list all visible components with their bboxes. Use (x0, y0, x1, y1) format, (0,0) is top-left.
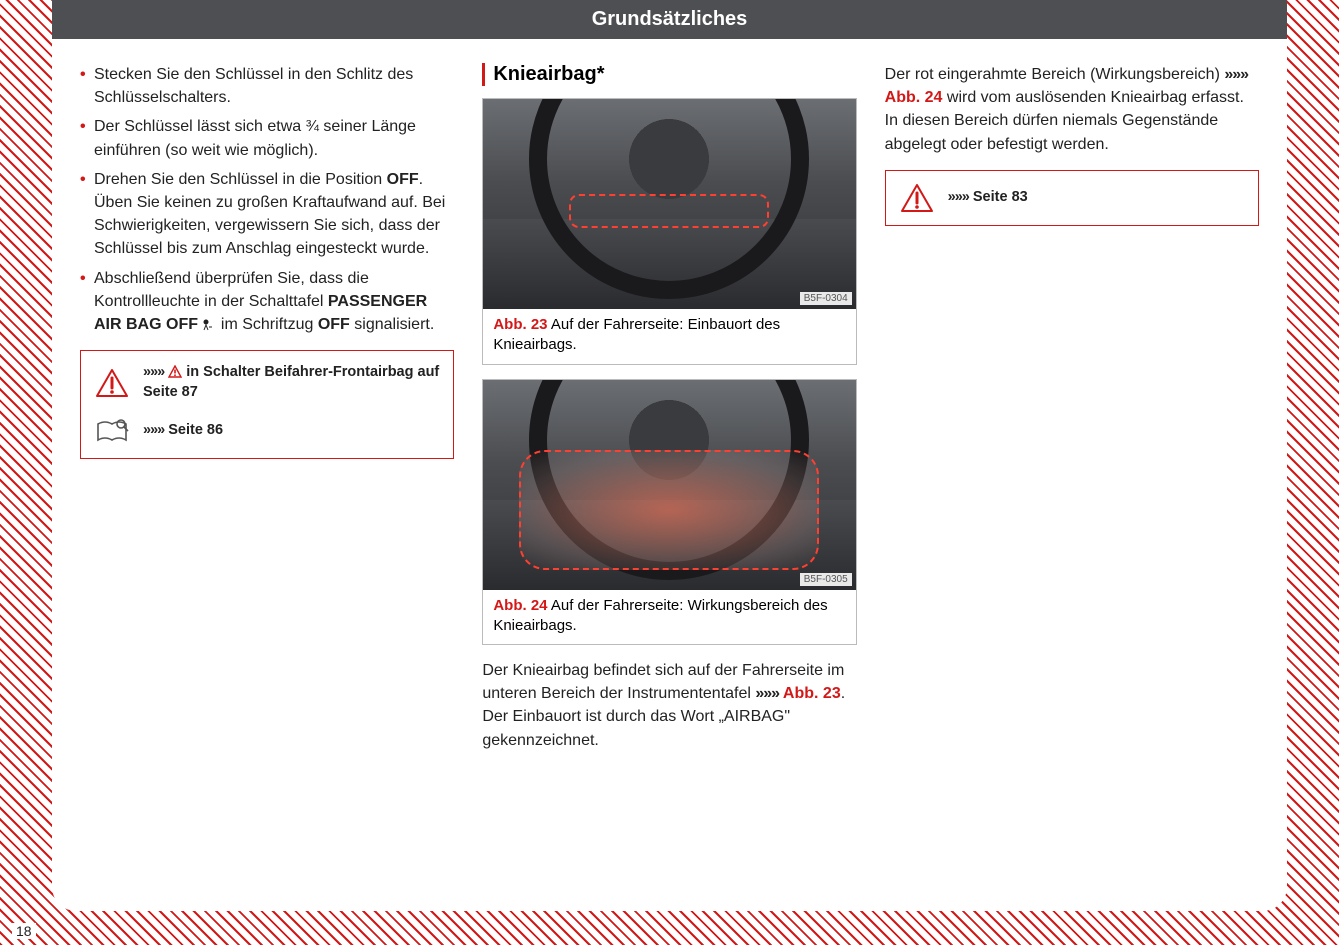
figure-23-image: B5F-0304 (483, 99, 855, 309)
reference-label: Seite 83 (969, 189, 1028, 205)
figure-reference: Abb. 23 (779, 685, 841, 702)
figure-24-caption: Abb. 24 Auf der Fahrerseite: Wirkungsber… (483, 590, 855, 645)
ref-arrows-icon: »»» (1224, 66, 1248, 83)
image-code: B5F-0305 (800, 573, 852, 586)
body-paragraph: Der rot eingerahmte Bereich (Wirkungsber… (885, 63, 1259, 156)
warning-label: in Schalter Beifahrer-Frontairbag auf Se… (143, 364, 439, 400)
reference-row: »»» Seite 86 (95, 416, 439, 446)
warning-mini-icon (168, 365, 182, 378)
bullet-text: Der Schlüssel lässt sich etwa ¾ seiner L… (94, 118, 416, 158)
figure-23-caption: Abb. 23 Auf der Fahrerseite: Einbauort d… (483, 309, 855, 364)
manual-book-icon (95, 416, 129, 446)
warning-note-box: »»» Seite 83 (885, 170, 1259, 226)
image-code: B5F-0304 (800, 292, 852, 305)
warning-triangle-icon (95, 368, 129, 398)
ref-arrows-icon: »»» (755, 685, 779, 702)
content-columns: Stecken Sie den Schlüssel in den Schlitz… (52, 39, 1287, 778)
column-center: Knieairbag* B5F-0304 Abb. 23 Auf der Fah… (482, 63, 856, 758)
paragraph-text: Der rot eingerahmte Bereich (Wirkungsber… (885, 66, 1225, 83)
bold-inline: OFF (318, 316, 350, 333)
bullet-text: signalisiert. (350, 316, 434, 333)
ref-arrows-icon: »»» (143, 422, 164, 438)
warning-note-box: »»» in Schalter Beifahrer-Frontairbag au… (80, 350, 454, 459)
bullet-item: Der Schlüssel lässt sich etwa ¾ seiner L… (80, 115, 454, 161)
ref-arrows-icon: »»» (948, 189, 969, 205)
section-title: Grundsätzliches (592, 8, 748, 30)
warning-row: »»» Seite 83 (900, 183, 1244, 213)
bullet-text: Stecken Sie den Schlüssel in den Schlitz… (94, 66, 413, 106)
bold-inline: OFF (387, 171, 419, 188)
column-left: Stecken Sie den Schlüssel in den Schlitz… (80, 63, 454, 758)
figure-24: B5F-0305 Abb. 24 Auf der Fahrerseite: Wi… (482, 379, 856, 646)
warning-text: »»» in Schalter Beifahrer-Frontairbag au… (143, 363, 439, 402)
reference-text: »»» Seite 86 (143, 421, 223, 441)
warning-text: »»» Seite 83 (948, 188, 1028, 208)
figure-label: Abb. 24 (493, 597, 547, 614)
warning-triangle-icon (900, 183, 934, 213)
bullet-text: Drehen Sie den Schlüssel in die Position (94, 171, 387, 188)
figure-label: Abb. 23 (493, 316, 547, 333)
figure-23: B5F-0304 Abb. 23 Auf der Fahrerseite: Ei… (482, 98, 856, 365)
warning-row: »»» in Schalter Beifahrer-Frontairbag au… (95, 363, 439, 402)
bullet-item: Stecken Sie den Schlüssel in den Schlitz… (80, 63, 454, 109)
section-header: Grundsätzliches (52, 0, 1287, 39)
page-sheet: Grundsätzliches Stecken Sie den Schlüsse… (52, 0, 1287, 911)
reference-label: Seite 86 (164, 422, 223, 438)
airbag-off-icon (202, 318, 216, 331)
column-right: Der rot eingerahmte Bereich (Wirkungsber… (885, 63, 1259, 758)
figure-24-image: B5F-0305 (483, 380, 855, 590)
page-number: 18 (12, 923, 36, 939)
bullet-item: Drehen Sie den Schlüssel in die Position… (80, 168, 454, 261)
figure-reference: Abb. 24 (885, 89, 943, 106)
ref-arrows-icon: »»» (143, 364, 164, 380)
body-paragraph: Der Knieairbag befindet sich auf der Fah… (482, 659, 856, 752)
bullet-text: im Schriftzug (216, 316, 317, 333)
bullet-item: Abschließend überprüfen Sie, dass die Ko… (80, 267, 454, 337)
subsection-heading: Knieairbag* (482, 63, 856, 86)
